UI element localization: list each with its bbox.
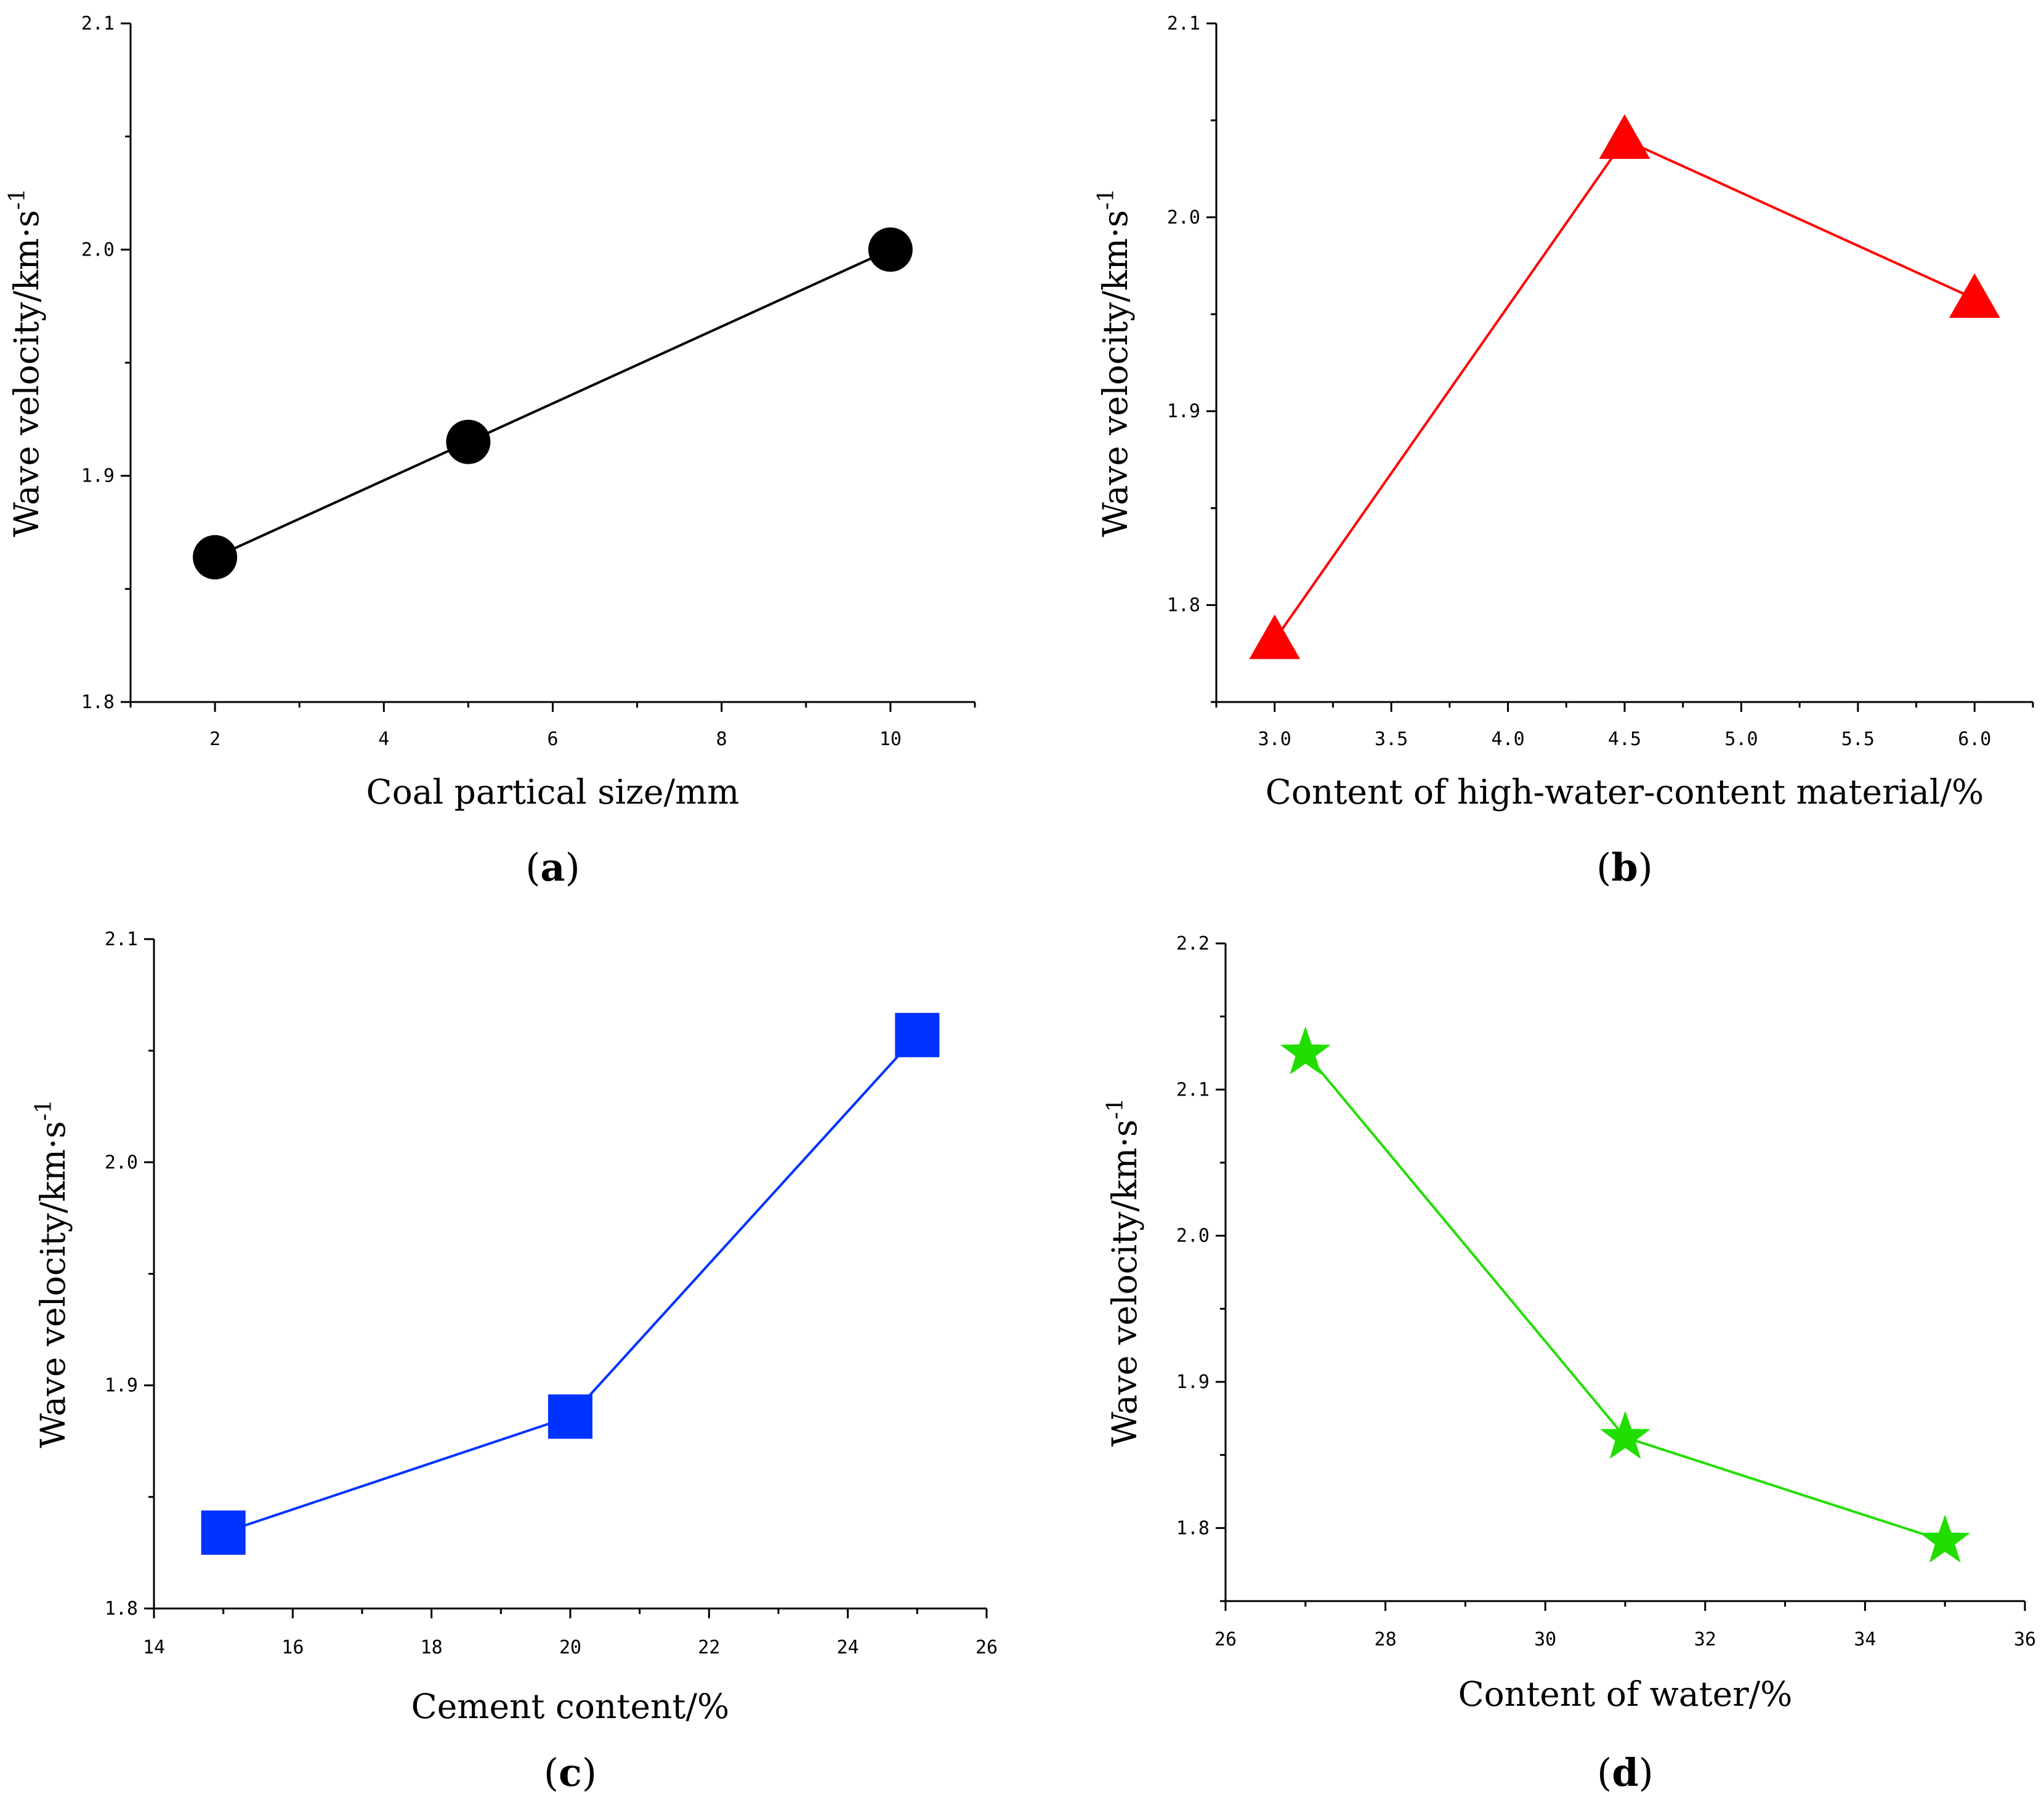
x-tick-label: 24 [837,1637,859,1658]
x-tick-label: 22 [698,1637,720,1658]
x-tick-label: 6.0 [1958,728,1991,750]
chart-panel-a: 2 4 6 8 10 1.8 1.9 2.0 2.1 Coal partical size/mm W… [5,13,976,890]
x-axis-label: Cement content/% [411,1687,730,1726]
data-point-circle [868,227,913,272]
x-axis-label: Content of water/% [1458,1674,1793,1714]
x-tick-label: 28 [1375,1629,1397,1650]
x-tick-label: 34 [1854,1629,1876,1650]
y-tick-label: 2.2 [1176,933,1210,954]
chart-panel-d: 26 28 30 32 34 36 1.8 1.9 2.0 2.1 2.2 Content of wa… [1103,933,2036,1795]
panel-label: (b) [1596,845,1653,890]
panel-label-letter: d [1612,1750,1638,1795]
panel-label-close: ) [1638,845,1653,890]
x-tick-label: 6 [547,728,558,750]
chart-panel-c: 14 16 18 20 22 24 26 1.8 1.9 2.0 2.1 Cement content… [31,929,998,1795]
data-point-triangle [1949,273,2000,318]
y-tick-label: 2.0 [1167,207,1200,228]
y-tick-label: 1.8 [105,1598,138,1620]
y-tick-label: 2.0 [105,1152,138,1173]
y-axis-label-text: Wave velocity/km·s [1096,210,1135,537]
panel-label-letter: b [1611,845,1638,890]
x-tick-label: 10 [879,728,902,750]
y-tick-label: 2.0 [81,239,115,260]
x-tick-label: 20 [559,1637,581,1658]
data-point-star [1599,1411,1651,1459]
data-point-circle [193,535,238,579]
data-point-square [201,1510,246,1555]
x-tick-label: 8 [716,728,727,750]
y-tick-label: 2.0 [1176,1225,1210,1247]
panel-label-letter: a [540,845,565,890]
y-axis-label-superscript: -1 [5,188,30,210]
x-tick-label: 5.0 [1724,728,1758,750]
data-point-square [548,1394,592,1439]
panel-label-close: ) [1639,1750,1654,1795]
chart-panel-b: 3.0 3.5 4.0 4.5 5.0 5.5 6.0 1.8 1.9 2.0 2.1 Content… [1094,13,2034,890]
x-tick-label: 3.5 [1375,728,1408,750]
y-axis-label-text: Wave velocity/km·s [7,210,46,537]
data-point-square [895,1012,940,1057]
y-axis-label-text: Wave velocity/km·s [33,1121,73,1448]
x-tick-label: 30 [1534,1629,1556,1650]
y-axis-label: Wave velocity/km·s-1 [5,188,46,537]
x-tick-label: 4.0 [1491,728,1524,750]
x-tick-label: 26 [976,1637,998,1658]
y-axis-label-superscript: -1 [1103,1098,1128,1120]
panel-label: (c) [544,1750,597,1795]
series-line [214,248,891,559]
panel-label: (d) [1597,1750,1654,1795]
y-tick-label: 1.8 [81,692,115,713]
x-axis-label: Coal partical size/mm [366,772,740,812]
y-tick-label: 1.8 [1167,595,1200,616]
panel-label-open: ( [1597,1750,1612,1795]
x-tick-label: 2 [209,728,220,750]
y-tick-label: 2.1 [105,929,138,950]
panel-label-open: ( [544,1750,559,1795]
x-tick-label: 3.0 [1258,728,1291,750]
panel-label-close: ) [565,845,580,890]
x-tick-label: 36 [2014,1629,2036,1650]
y-tick-label: 2.1 [1167,13,1200,34]
y-axis-label-text: Wave velocity/km·s [1105,1120,1144,1447]
data-point-circle [446,419,491,464]
data-point-triangle [1249,614,1301,660]
y-tick-label: 2.1 [1176,1079,1210,1100]
x-tick-label: 4 [378,728,389,750]
x-tick-label: 14 [143,1637,165,1658]
data-point-star [1280,1026,1331,1075]
y-tick-label: 1.9 [1167,401,1200,422]
y-tick-label: 1.9 [81,466,115,487]
data-point-triangle [1599,114,1650,159]
y-tick-label: 1.9 [1176,1371,1210,1393]
y-axis-label-superscript: -1 [1094,188,1119,210]
y-axis-label: Wave velocity/km·s-1 [31,1099,73,1448]
x-tick-label: 18 [421,1637,443,1658]
y-tick-label: 1.8 [1176,1517,1210,1539]
panel-label-letter: c [559,1750,582,1795]
panel-label-open: ( [525,845,540,890]
series-line [1304,1052,1945,1543]
y-axis-label: Wave velocity/km·s-1 [1103,1098,1144,1447]
series-line [1274,138,1976,641]
y-axis-label: Wave velocity/km·s-1 [1094,188,1135,537]
y-axis-label-superscript: -1 [31,1099,57,1121]
x-tick-label: 5.5 [1841,728,1875,750]
panel-label-open: ( [1596,845,1611,890]
y-tick-label: 2.1 [81,13,115,34]
x-axis-label: Content of high-water-content material/% [1266,772,1984,812]
series-line [223,1034,918,1534]
panel-label-close: ) [582,1750,597,1795]
x-tick-label: 26 [1214,1629,1237,1650]
panel-label: (a) [525,845,580,890]
x-tick-label: 32 [1694,1629,1716,1650]
x-tick-label: 4.5 [1608,728,1641,750]
x-tick-label: 16 [281,1637,304,1658]
data-point-star [1920,1514,1971,1563]
y-tick-label: 1.9 [105,1375,138,1397]
